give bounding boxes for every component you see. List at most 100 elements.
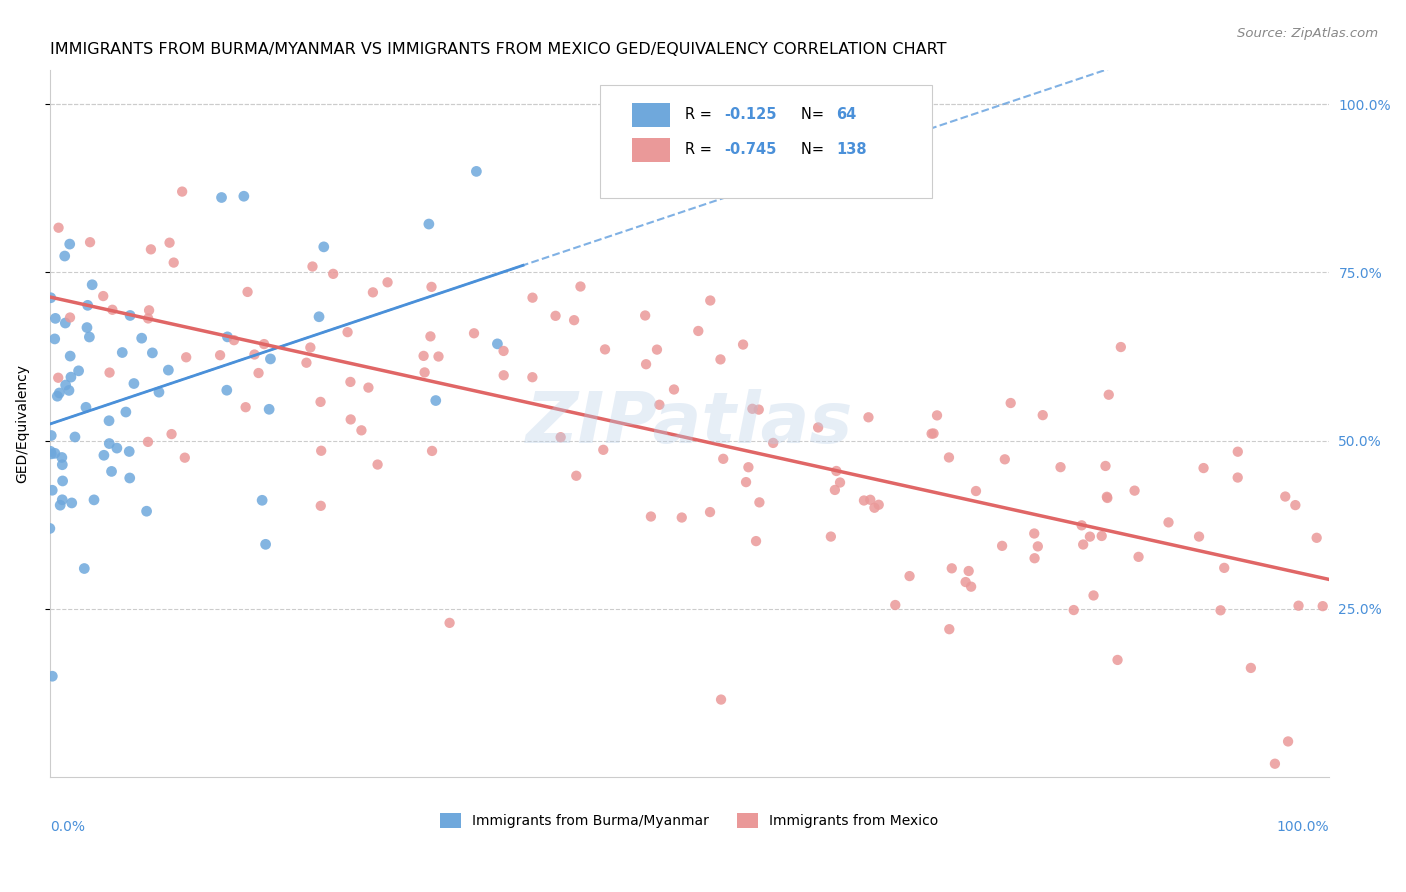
Point (921, 426, 943, 441)
Point (1226, 470, 1249, 484)
Point (1284, 498, 1306, 512)
Point (44, 311, 66, 326)
Point (636, 357, 658, 371)
Point (53, 249, 76, 263)
Point (640, 509, 662, 524)
Point (46, 389, 69, 403)
Point (309, 499, 332, 513)
Point (59, 310, 82, 325)
Point (634, 309, 657, 323)
Point (209, 348, 232, 362)
Point (688, 324, 710, 338)
Point (44, 332, 66, 346)
Point (941, 561, 963, 575)
Point (58, 384, 80, 398)
Point (737, 460, 759, 475)
Point (1063, 603, 1085, 617)
Point (48, 220, 70, 235)
Point (1032, 408, 1054, 422)
Point (357, 381, 380, 395)
Point (1128, 549, 1150, 564)
Point (312, 240, 335, 254)
Point (148, 385, 170, 400)
Point (807, 420, 830, 434)
Point (41, 483, 63, 498)
FancyBboxPatch shape (631, 138, 671, 162)
Point (91, 289, 114, 303)
Point (745, 534, 768, 549)
Point (350, 423, 373, 437)
Point (991, 539, 1014, 553)
Point (259, 351, 281, 366)
Point (163, 255, 186, 269)
Point (122, 376, 145, 391)
Point (748, 495, 770, 509)
Point (938, 450, 960, 465)
Text: R =: R = (685, 142, 717, 157)
Point (463, 326, 485, 341)
Point (51, 492, 73, 507)
Point (965, 483, 987, 498)
Point (247, 366, 270, 380)
Point (648, 398, 671, 412)
Point (1157, 516, 1180, 530)
Point (131, 331, 153, 345)
Point (522, 291, 544, 305)
Point (111, 345, 134, 359)
Point (322, 267, 344, 281)
Point (1024, 551, 1046, 566)
Point (100, 464, 122, 478)
Point (1240, 661, 1263, 675)
Point (544, 309, 567, 323)
Point (44, 446, 66, 460)
Point (1094, 458, 1116, 473)
Point (1026, 540, 1049, 554)
Point (173, 450, 195, 465)
Point (1226, 444, 1249, 458)
Point (174, 351, 197, 365)
Point (1305, 531, 1327, 545)
Point (1000, 396, 1022, 410)
Point (731, 337, 754, 351)
Point (419, 329, 441, 343)
Point (592, 442, 614, 457)
Point (98, 414, 121, 428)
Point (425, 393, 447, 408)
Point (1049, 460, 1071, 475)
Point (59, 349, 82, 363)
Text: 138: 138 (837, 142, 868, 157)
Point (52, 474, 75, 488)
Point (1070, 518, 1092, 533)
Point (1213, 561, 1236, 575)
Point (1277, 734, 1299, 748)
Point (120, 309, 142, 323)
Point (762, 436, 785, 450)
Point (295, 356, 318, 370)
Point (1264, 756, 1286, 771)
Point (41, 669, 63, 683)
Point (710, 692, 733, 706)
Point (1209, 603, 1232, 617)
Point (741, 401, 763, 416)
Point (215, 383, 238, 397)
Text: ZIPatlas: ZIPatlas (526, 389, 853, 458)
Point (55, 378, 77, 392)
Point (1107, 653, 1129, 667)
Point (159, 235, 181, 250)
Point (51, 450, 73, 465)
Point (824, 483, 846, 497)
Point (39, 291, 62, 305)
Point (211, 190, 233, 204)
Text: 100.0%: 100.0% (1277, 820, 1329, 834)
Point (235, 400, 257, 414)
Point (562, 313, 585, 327)
Point (93, 448, 115, 462)
FancyBboxPatch shape (600, 85, 932, 198)
Point (994, 452, 1017, 467)
Text: IMMIGRANTS FROM BURMA/MYANMAR VS IMMIGRANTS FROM MEXICO GED/EQUIVALENCY CORRELAT: IMMIGRANTS FROM BURMA/MYANMAR VS IMMIGRA… (49, 42, 946, 57)
Point (427, 350, 450, 364)
Point (136, 311, 159, 326)
Point (1312, 599, 1334, 614)
Point (59, 237, 82, 252)
Point (67, 364, 90, 378)
